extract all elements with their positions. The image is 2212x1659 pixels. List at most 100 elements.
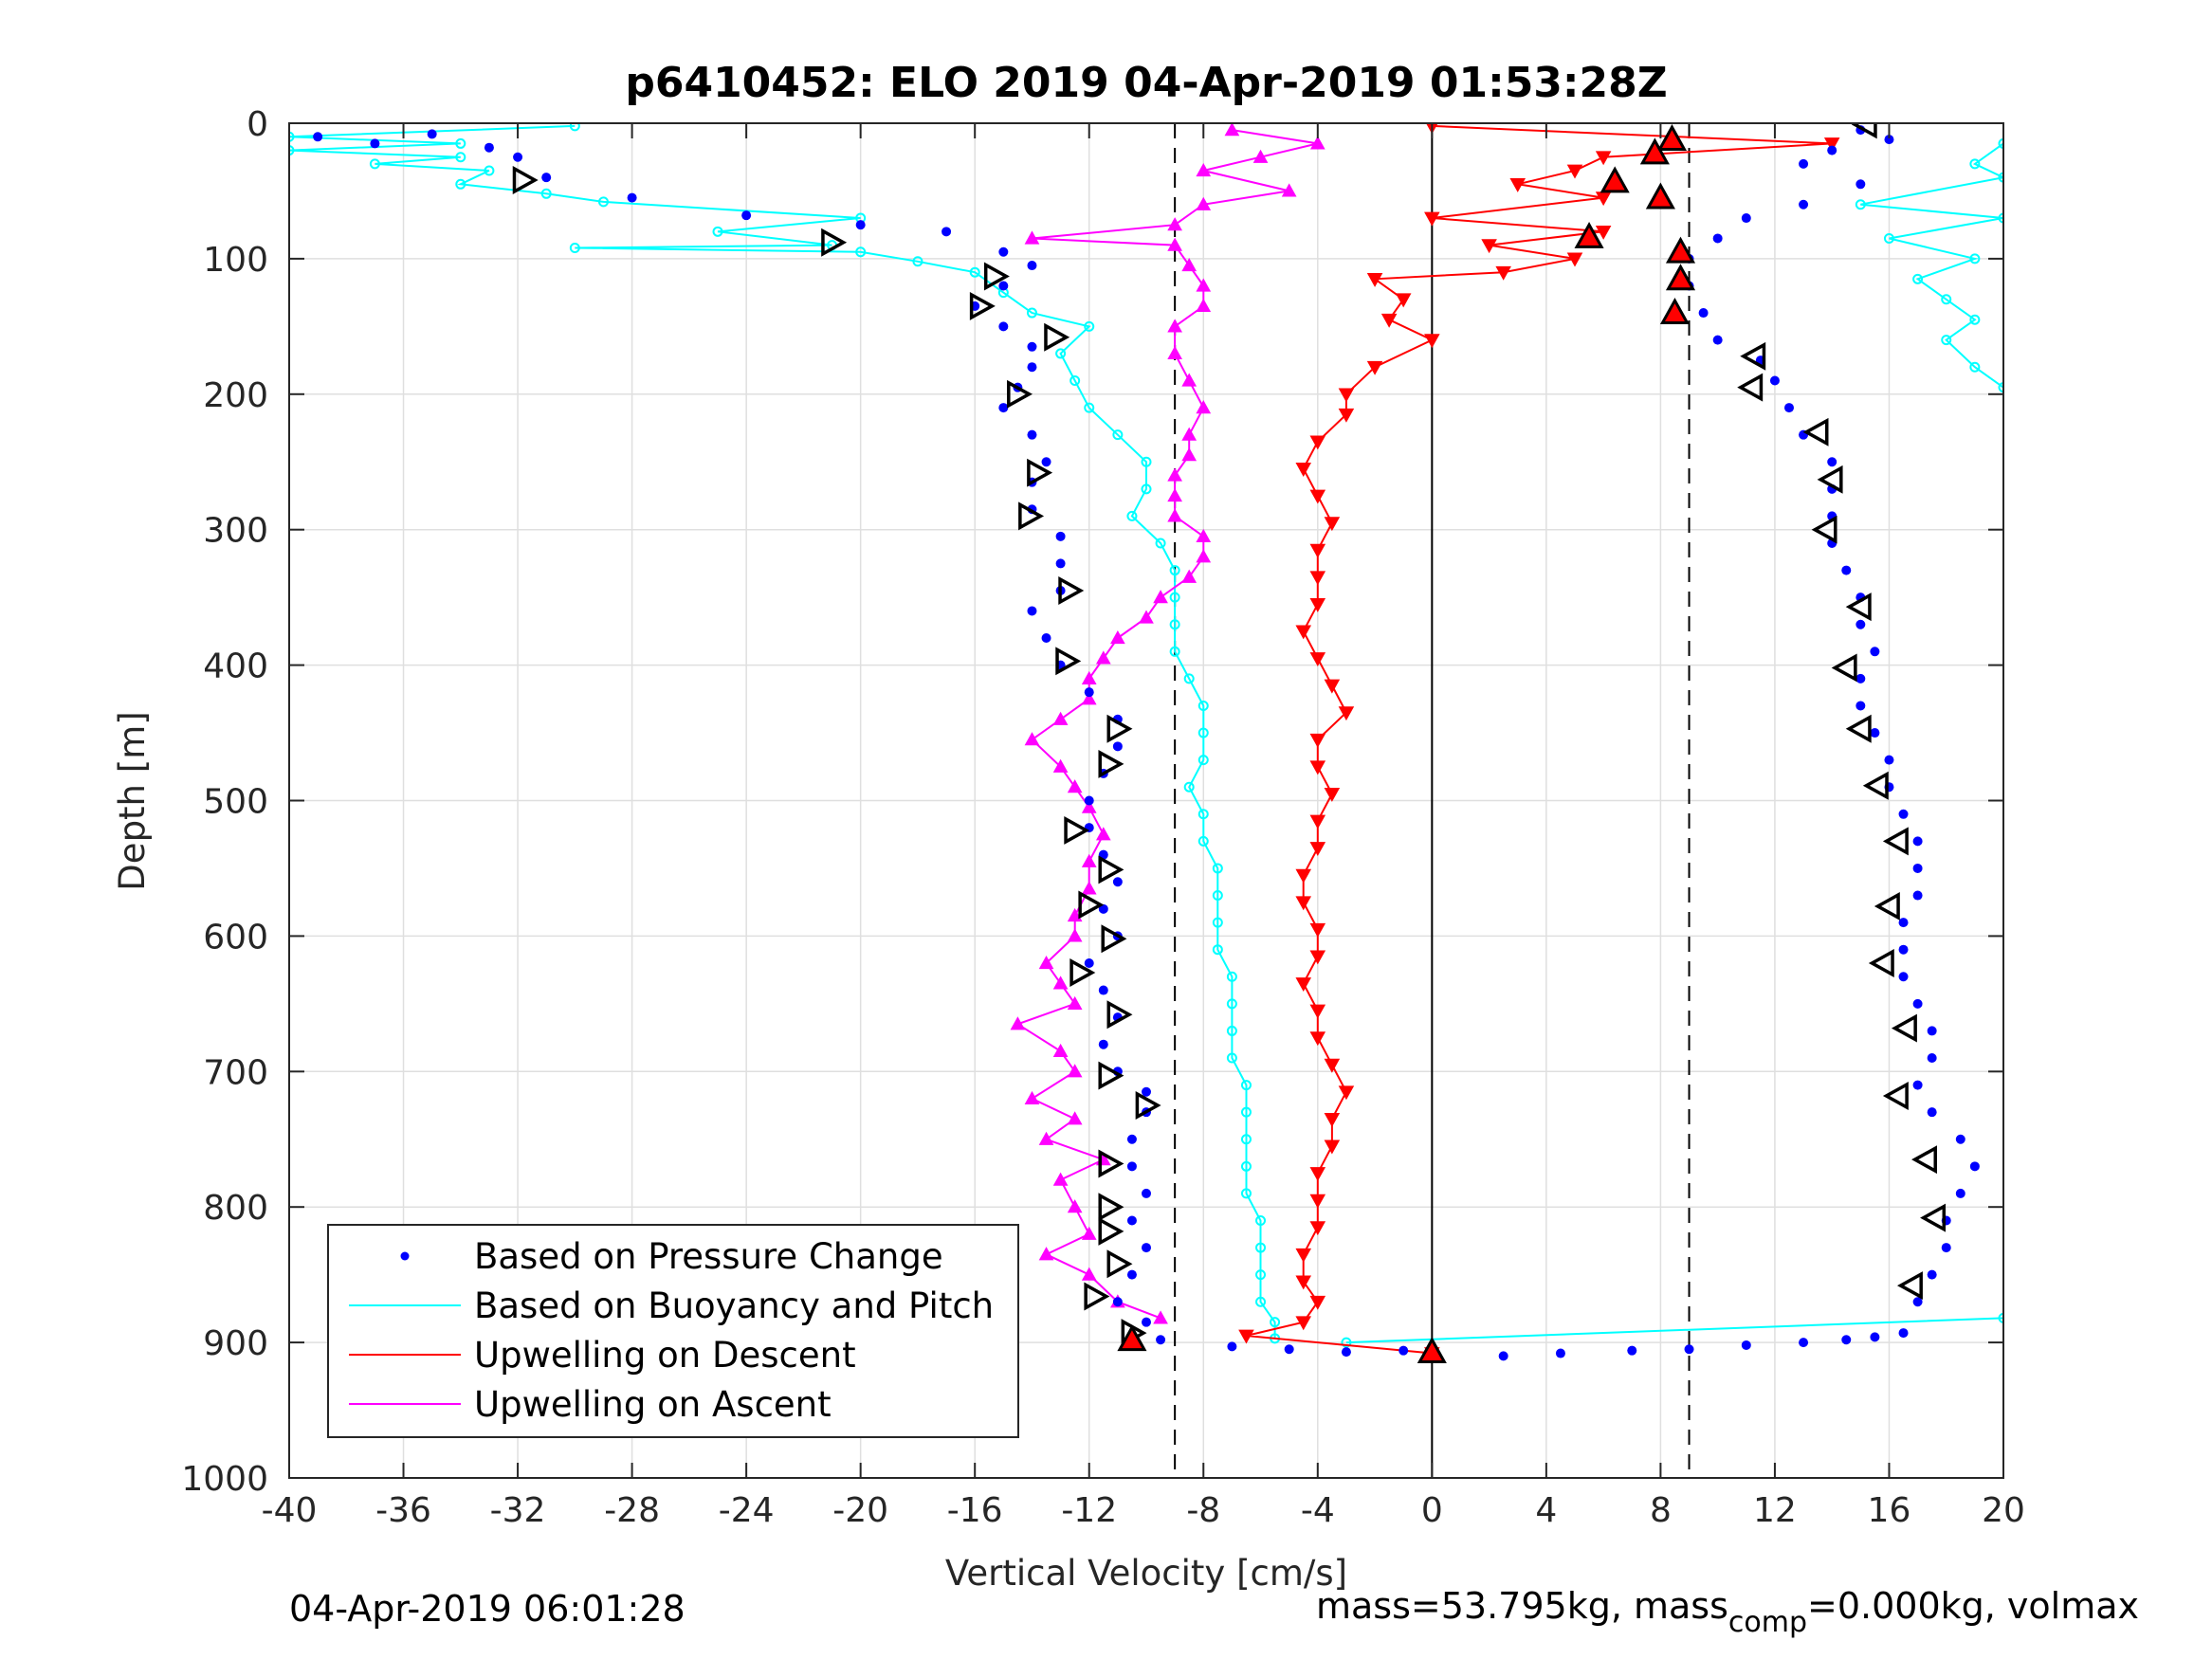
glider-ascent-marker — [1911, 1145, 1937, 1175]
upwelling-ascent-point — [1052, 758, 1069, 773]
upwelling-ascent-point — [1095, 827, 1111, 841]
pressure-point — [1884, 755, 1894, 765]
y-tick-label: 600 — [203, 918, 268, 957]
pressure-point — [1741, 213, 1751, 224]
buoyancy-point — [1998, 172, 2003, 183]
buoyancy-descent-line — [289, 124, 1276, 1339]
glider-ascent-marker — [1802, 417, 1829, 447]
x-tick-label: 0 — [1421, 1491, 1443, 1530]
upwelling-descent-point — [1324, 1058, 1341, 1073]
pressure-point — [1027, 429, 1037, 440]
upwelling-descent-point — [1366, 272, 1383, 287]
buoyancy-point — [289, 131, 295, 142]
buoyancy-point — [1084, 320, 1095, 332]
buoyancy-point — [455, 152, 466, 163]
pressure-point — [1142, 1317, 1151, 1327]
pressure-point — [627, 192, 637, 203]
upwelling-ascent-point — [1067, 1199, 1083, 1213]
buoyancy-point — [1855, 199, 1866, 210]
pressure-point — [1027, 606, 1037, 616]
buoyancy-point — [1240, 1160, 1252, 1172]
event-marker — [1665, 236, 1696, 264]
upwelling-ascent-point — [1167, 237, 1182, 251]
event-marker — [1574, 221, 1604, 248]
pressure-point — [1856, 179, 1866, 190]
x-tick-label: -28 — [604, 1491, 660, 1530]
pressure-point — [1341, 1347, 1351, 1358]
upwelling-ascent-point — [1309, 136, 1325, 150]
y-axis-label: Depth [m] — [112, 711, 153, 890]
buoyancy-point — [1998, 212, 2003, 224]
legend-label: Upwelling on Ascent — [474, 1384, 832, 1425]
event-marker — [1645, 182, 1675, 210]
buoyancy-point — [1169, 565, 1180, 576]
event-marker — [1659, 297, 1691, 324]
upwelling-ascent-point — [1067, 779, 1083, 793]
pressure-point — [1856, 673, 1866, 684]
upwelling-ascent-point — [1139, 610, 1154, 624]
upwelling-descent-point — [1380, 313, 1398, 328]
upwelling-descent-point — [1295, 868, 1312, 884]
upwelling-descent-point — [1395, 293, 1412, 308]
pressure-point — [1799, 158, 1809, 169]
pressure-point — [1870, 1332, 1880, 1342]
buoyancy-point — [1141, 456, 1152, 467]
glider-descent-marker — [512, 166, 539, 194]
buoyancy-point — [1240, 1188, 1252, 1199]
pressure-point — [1927, 1053, 1937, 1064]
buoyancy-point — [855, 246, 867, 258]
y-tick-label: 900 — [203, 1324, 268, 1363]
upwelling-descent-point — [1366, 360, 1383, 375]
buoyancy-point — [969, 266, 980, 278]
upwelling-ascent-point — [1067, 1111, 1083, 1125]
legend-label: Upwelling on Descent — [474, 1335, 856, 1376]
glider-ascent-marker — [1874, 891, 1900, 921]
footer-mass-info: mass=53.795kg, masscomp=0.000kg, volmax — [1316, 1585, 2139, 1639]
buoyancy-point — [1240, 1080, 1252, 1091]
pressure-point — [1912, 1080, 1923, 1090]
glider-descent-marker — [1084, 1282, 1110, 1311]
glider-descent-marker — [1064, 815, 1090, 845]
x-tick-label: 20 — [1982, 1491, 2025, 1530]
upwelling-ascent-point — [1081, 670, 1097, 684]
x-tick-label: -8 — [1186, 1491, 1220, 1530]
buoyancy-point — [1183, 673, 1195, 684]
upwelling-descent-point — [1309, 842, 1326, 857]
pressure-point — [1142, 1243, 1151, 1253]
upwelling-ascent-point — [1196, 528, 1212, 542]
upwelling-ascent-point — [1010, 1016, 1026, 1030]
buoyancy-point — [1197, 755, 1209, 766]
upwelling-descent-point — [1309, 1295, 1326, 1310]
pressure-point — [1912, 836, 1923, 847]
upwelling-descent-point — [1338, 706, 1355, 721]
y-tick-label: 300 — [203, 512, 268, 551]
pressure-point — [1927, 1026, 1937, 1036]
pressure-point — [1084, 687, 1094, 698]
upwelling-descent-point — [1309, 1221, 1326, 1236]
upwelling-descent-line — [1246, 124, 1833, 1355]
glider-descent-marker — [969, 291, 996, 320]
upwelling-ascent-point — [1196, 400, 1212, 414]
pressure-point — [1927, 1107, 1937, 1118]
pressure-point — [1898, 972, 1909, 982]
buoyancy-point — [1226, 1025, 1237, 1036]
event-marker — [1665, 264, 1696, 291]
y-tick-label: 700 — [203, 1053, 268, 1092]
pressure-point — [1741, 1340, 1751, 1350]
buoyancy-point — [1212, 890, 1223, 902]
buoyancy-point — [1912, 273, 1924, 284]
pressure-point — [1126, 1161, 1137, 1172]
legend-marker-pressure — [400, 1251, 410, 1261]
footer-timestamp: 04-Apr-2019 06:01:28 — [289, 1588, 686, 1630]
buoyancy-point — [1270, 1317, 1281, 1328]
upwelling-ascent-point — [1252, 149, 1269, 163]
legend-label: Based on Buoyancy and Pitch — [474, 1285, 994, 1326]
upwelling-ascent-point — [1052, 1043, 1069, 1057]
upwelling-ascent-point — [1196, 549, 1212, 563]
pressure-point — [1684, 1344, 1694, 1355]
upwelling-ascent-point — [1067, 907, 1083, 922]
pressure-point — [427, 129, 437, 139]
upwelling-ascent-point — [1281, 183, 1297, 197]
x-tick-label: -16 — [947, 1491, 1003, 1530]
upwelling-descent-point — [1309, 571, 1326, 586]
